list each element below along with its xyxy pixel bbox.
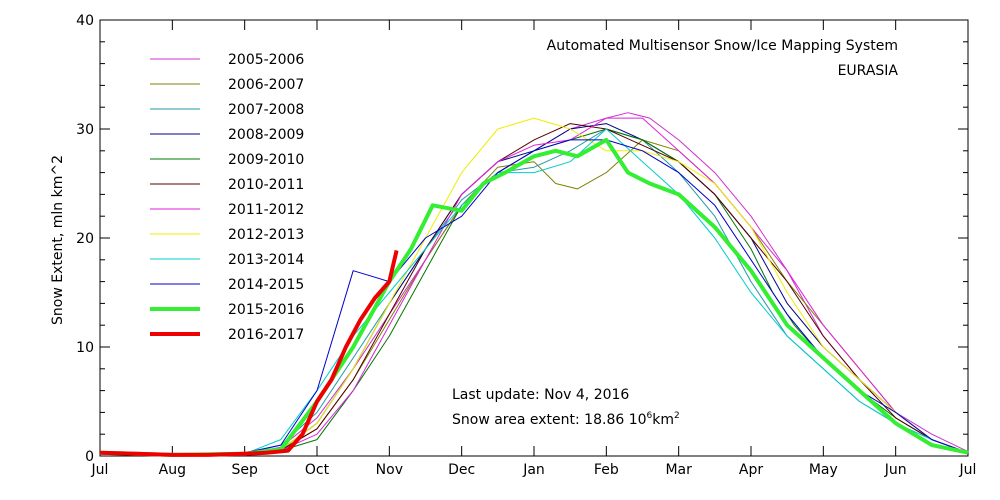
series-lines [99,112,969,457]
legend-label: 2014-2015 [228,277,304,293]
legend-label: 2006-2007 [228,77,304,93]
y-tick-label: 30 [76,122,94,138]
x-tick-label: Jan [522,462,545,478]
series-line-2013-2014 [99,128,969,456]
x-tick-label: Nov [376,462,403,478]
extent-prefix: Snow area extent: 18.86 10 [452,412,647,428]
x-tick-label: Jun [884,462,907,478]
x-tick-label: Mar [665,462,692,478]
y-tick-label: 0 [85,449,94,465]
y-tick-label: 40 [76,13,94,29]
legend-label: 2015-2016 [228,302,304,318]
y-tick-label: 20 [76,231,94,247]
series-line-2010-2011 [99,123,969,456]
y-axis-label: Snow Extent, mln km^2 [50,155,66,325]
x-tick-label: Dec [448,462,475,478]
legend: 2005-2006 2006-2007 2007-2008 2008-2009 2009… [150,52,304,343]
legend-label: 2008-2009 [228,127,304,143]
x-tick-label: May [809,462,838,478]
legend-label: 2013-2014 [228,252,304,268]
snow-area-extent-annotation: Snow area extent: 18.86 106km2 [452,411,680,428]
last-update-annotation: Last update: Nov 4, 2016 [452,387,629,403]
legend-label: 2005-2006 [228,52,304,68]
extent-unit-exp: 2 [674,411,680,421]
legend-label: 2012-2013 [228,227,304,243]
legend-label: 2007-2008 [228,102,304,118]
y-axis: 0 10 20 30 40 [76,13,968,465]
x-tick-label: Sep [231,462,258,478]
series-line-2016-2017 [99,249,399,457]
x-tick-label: Oct [305,462,330,478]
chart-title: Automated Multisensor Snow/Ice Mapping S… [547,38,898,54]
x-axis: Jul Aug Sep Oct Nov Dec Jan Feb Mar Apr May Jun Jul [91,20,977,478]
x-tick-label: Aug [159,462,186,478]
chart-subtitle: EURASIA [838,63,899,79]
x-tick-label: Apr [739,462,763,478]
x-tick-label: Jul [959,462,977,478]
extent-exp: 6 [647,411,653,421]
legend-label: 2010-2011 [228,177,304,193]
legend-label: 2016-2017 [228,327,304,343]
legend-label: 2011-2012 [228,202,304,218]
x-tick-label: Feb [594,462,619,478]
extent-unit: km [652,412,674,428]
legend-label: 2009-2010 [228,152,304,168]
x-tick-label: Jul [91,462,109,478]
y-tick-label: 10 [76,340,94,356]
